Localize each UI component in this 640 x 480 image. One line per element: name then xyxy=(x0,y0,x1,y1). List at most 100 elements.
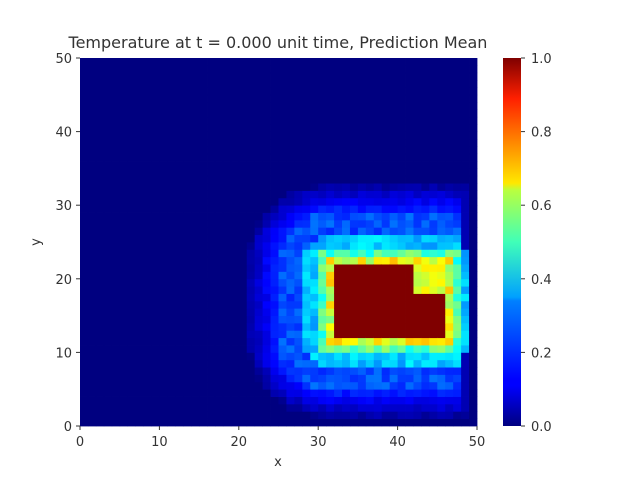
heatmap-cell xyxy=(357,205,367,213)
heatmap-cell xyxy=(246,161,256,169)
heatmap-cell xyxy=(445,256,454,265)
heatmap-cell xyxy=(294,315,303,324)
heatmap-cell xyxy=(183,102,192,110)
heatmap-cell xyxy=(421,293,430,302)
heatmap-cell xyxy=(167,94,176,103)
heatmap-cell xyxy=(254,359,264,368)
heatmap-cell xyxy=(445,271,454,280)
heatmap-cell xyxy=(397,286,406,294)
heatmap-cell xyxy=(254,300,264,309)
heatmap-cell xyxy=(199,109,208,118)
heatmap-cell xyxy=(246,249,256,258)
heatmap-cell xyxy=(214,124,224,132)
heatmap-cell xyxy=(421,389,430,397)
heatmap-cell xyxy=(238,94,248,103)
heatmap-cell xyxy=(326,256,335,265)
heatmap-cell xyxy=(246,219,256,228)
heatmap-cell xyxy=(87,381,97,390)
heatmap-cell xyxy=(326,227,335,236)
heatmap-cell xyxy=(87,131,97,140)
heatmap-cell xyxy=(286,352,295,361)
heatmap-cell xyxy=(326,87,335,96)
heatmap-cell xyxy=(397,58,406,66)
heatmap-cell xyxy=(175,411,184,420)
heatmap-cell xyxy=(357,396,367,405)
heatmap-cell xyxy=(214,242,224,250)
heatmap-cell xyxy=(405,278,414,287)
heatmap-cell xyxy=(334,315,343,324)
heatmap-cell xyxy=(278,256,287,265)
heatmap-cell xyxy=(421,242,430,250)
heatmap-cell xyxy=(207,234,216,243)
heatmap-cell xyxy=(175,337,184,346)
heatmap-cell xyxy=(318,227,327,236)
heatmap-cell xyxy=(87,197,97,206)
heatmap-cell xyxy=(334,131,343,140)
heatmap-cell xyxy=(397,271,406,280)
heatmap-cell xyxy=(183,315,192,324)
heatmap-cell xyxy=(405,396,414,405)
heatmap-cell xyxy=(191,330,200,339)
heatmap-cell xyxy=(151,190,160,199)
heatmap-cell xyxy=(111,58,121,66)
heatmap-cell xyxy=(191,65,200,74)
heatmap-cell xyxy=(135,249,144,258)
heatmap-cell xyxy=(334,183,343,191)
heatmap-cell xyxy=(270,124,279,132)
heatmap-cell xyxy=(389,146,398,155)
heatmap-cell xyxy=(238,256,248,265)
heatmap-cell xyxy=(87,116,97,125)
heatmap-cell xyxy=(199,124,208,132)
heatmap-cell xyxy=(183,72,192,81)
heatmap-cell xyxy=(469,138,478,147)
heatmap-cell xyxy=(199,367,208,375)
heatmap-cell xyxy=(318,367,327,375)
heatmap-cell xyxy=(159,138,168,147)
heatmap-cell xyxy=(183,205,192,213)
heatmap-cell xyxy=(461,256,470,265)
heatmap-cell xyxy=(183,293,192,302)
heatmap-cell xyxy=(318,352,327,361)
heatmap-cell xyxy=(294,168,303,177)
heatmap-cell xyxy=(183,374,192,383)
heatmap-cell xyxy=(357,330,367,339)
heatmap-cell xyxy=(191,87,200,96)
heatmap-cell xyxy=(429,205,438,213)
heatmap-cell xyxy=(262,345,271,353)
heatmap-cell xyxy=(437,175,446,184)
heatmap-cell xyxy=(294,403,303,412)
heatmap-cell xyxy=(87,300,97,309)
heatmap-cell xyxy=(437,153,446,162)
heatmap-cell xyxy=(326,264,335,272)
heatmap-cell xyxy=(381,131,391,140)
heatmap-cell xyxy=(175,175,184,184)
heatmap-cell xyxy=(342,80,351,88)
heatmap-cell xyxy=(318,146,327,155)
heatmap-cell xyxy=(80,131,89,140)
heatmap-cell xyxy=(238,389,248,397)
heatmap-cell xyxy=(222,131,232,140)
heatmap-cell xyxy=(80,58,89,66)
heatmap-cell xyxy=(421,102,430,110)
heatmap-cell xyxy=(119,58,129,66)
heatmap-cell xyxy=(389,87,398,96)
heatmap-cell xyxy=(318,337,327,346)
heatmap-cell xyxy=(445,300,454,309)
heatmap-cell xyxy=(159,271,168,280)
heatmap-cell xyxy=(294,175,303,184)
heatmap-cell xyxy=(429,124,438,132)
heatmap-cell xyxy=(381,418,391,427)
heatmap-cell xyxy=(429,411,438,420)
heatmap-cell xyxy=(175,161,184,169)
heatmap-cell xyxy=(318,234,327,243)
heatmap-cell xyxy=(151,264,160,272)
heatmap-cell xyxy=(397,308,406,316)
heatmap-cell xyxy=(326,271,335,280)
heatmap-cell xyxy=(429,271,438,280)
heatmap-cell xyxy=(469,227,478,236)
heatmap-cell xyxy=(214,80,224,88)
heatmap-cell xyxy=(127,403,136,412)
heatmap-cell xyxy=(445,183,454,191)
heatmap-cell xyxy=(429,322,438,331)
heatmap-cell xyxy=(167,219,176,228)
